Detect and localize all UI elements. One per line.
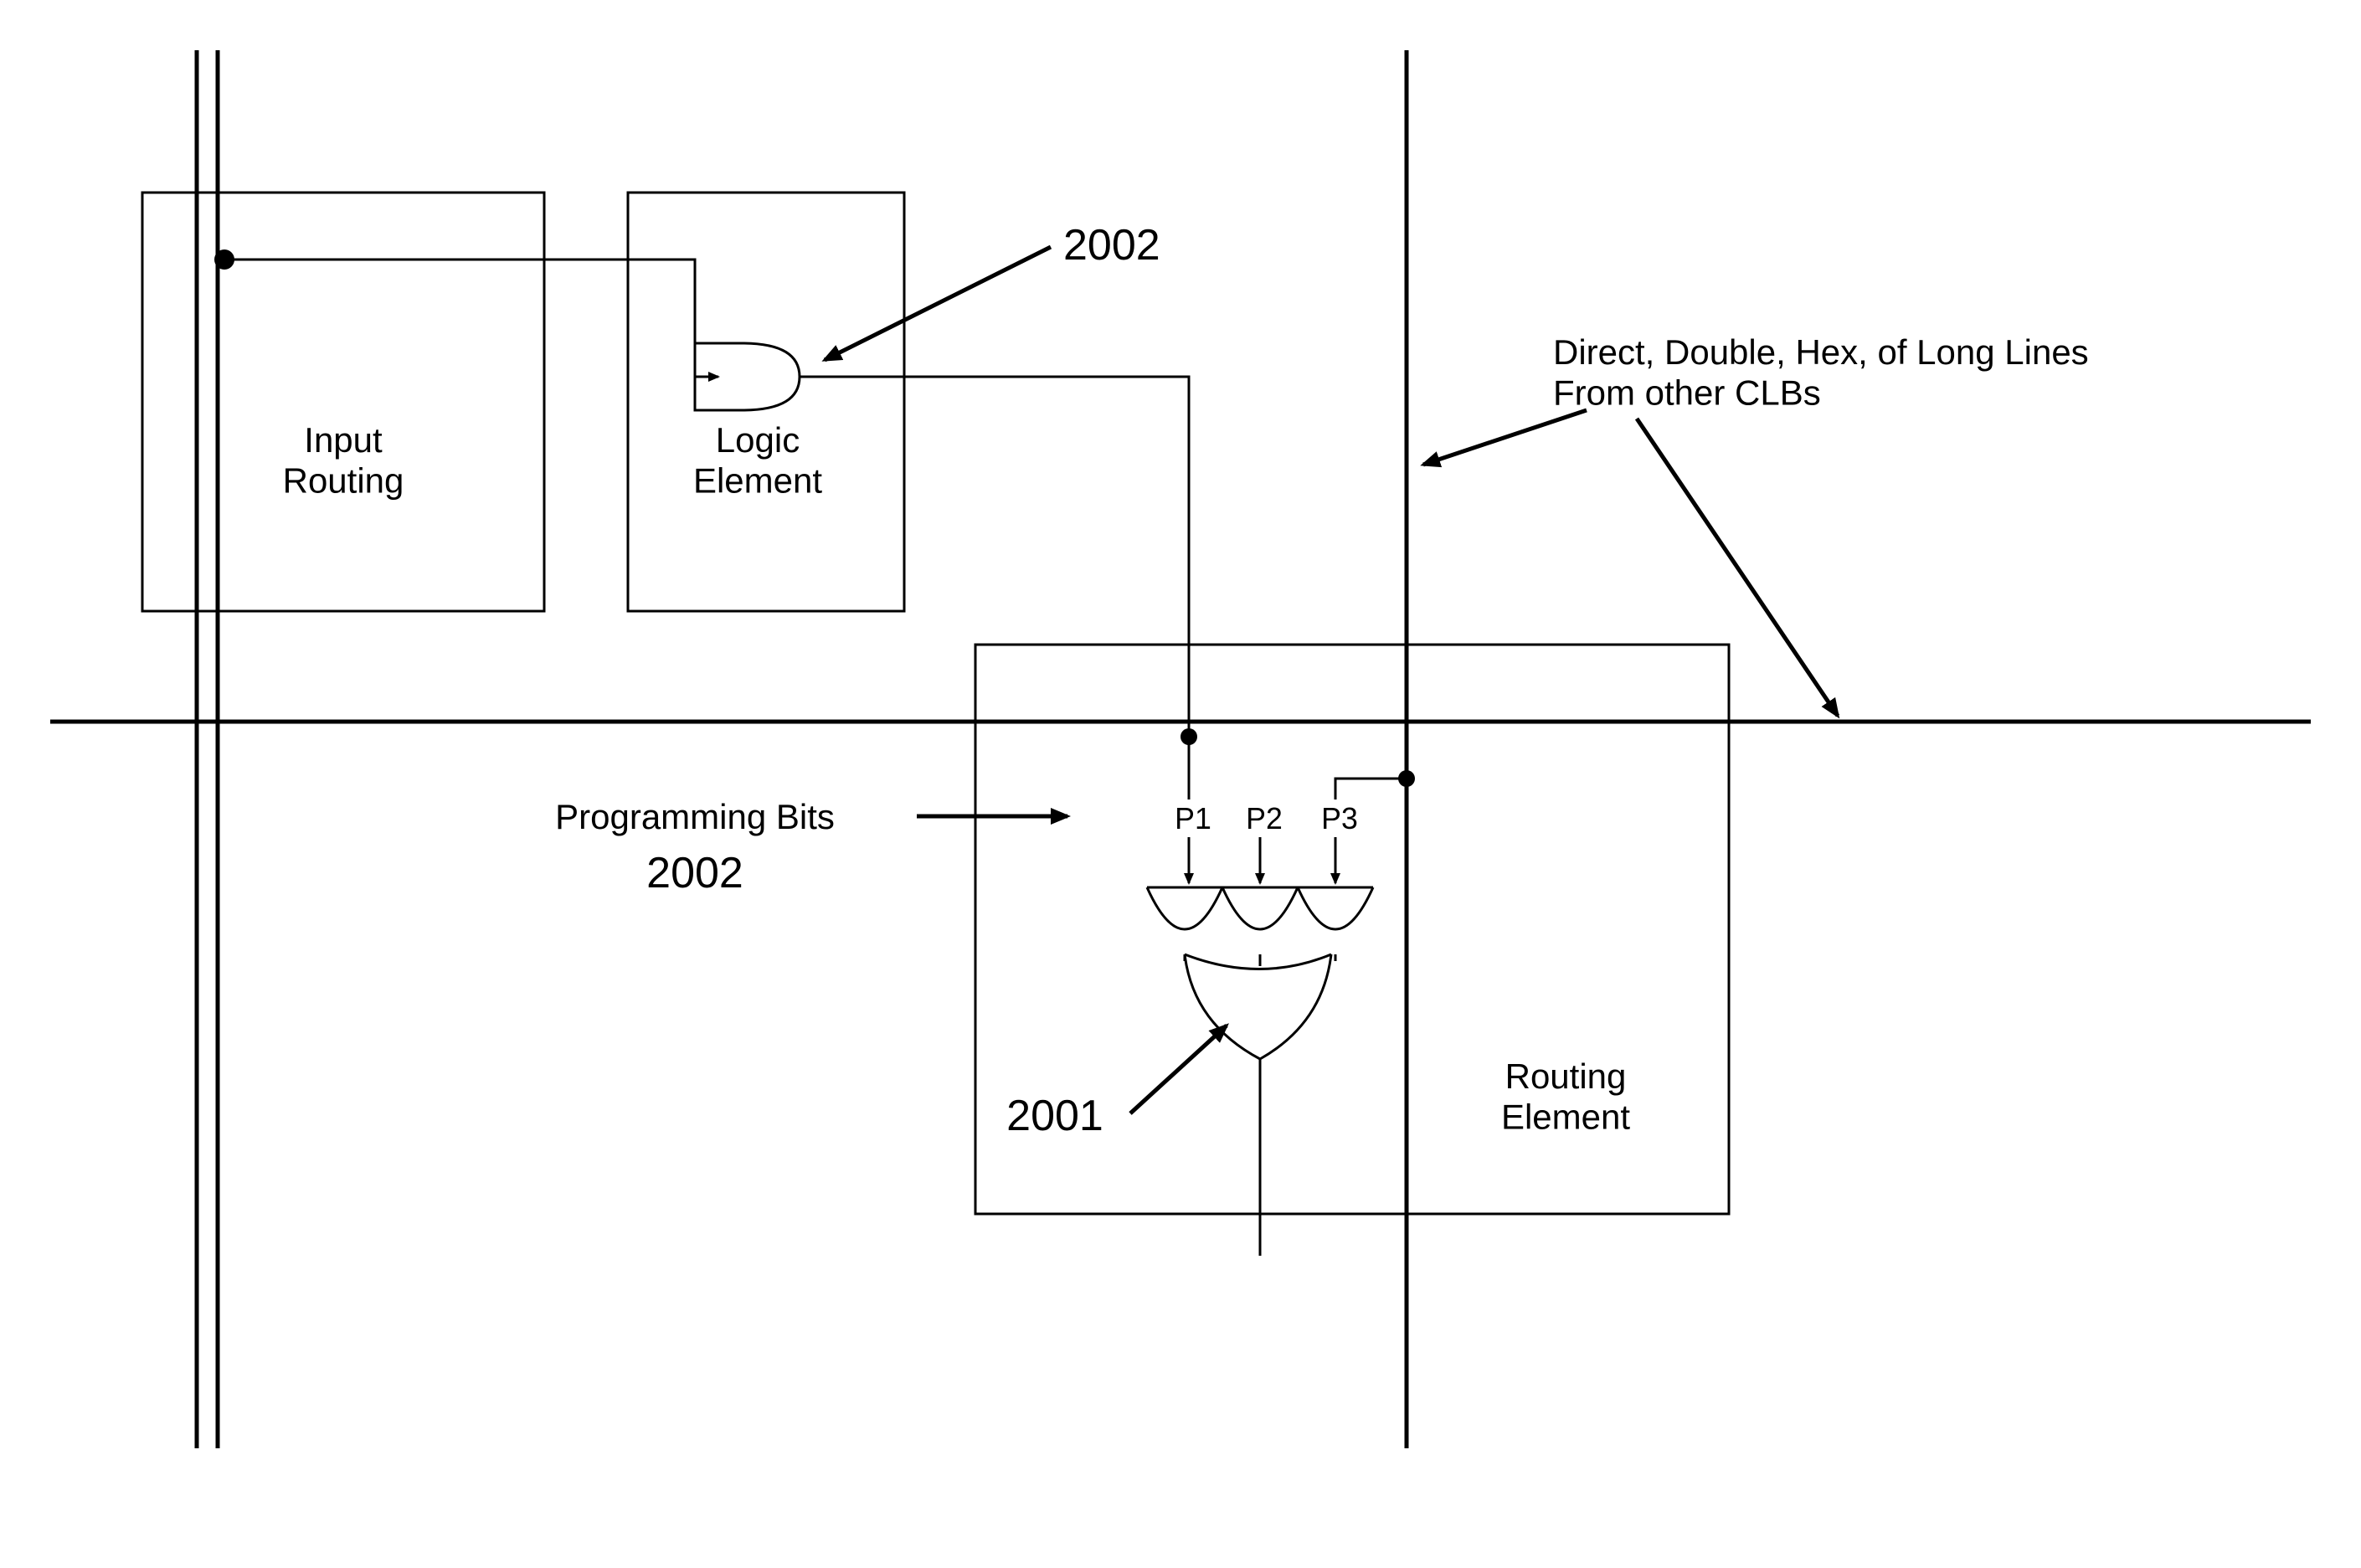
input-routing-box [142, 193, 544, 611]
wire-vline3-tap [1335, 779, 1407, 799]
arrow-2002-top [825, 247, 1051, 360]
routing-element-label-2: Element [1501, 1097, 1630, 1136]
p2-label: P2 [1246, 802, 1283, 835]
arrow-lines-right [1637, 419, 1838, 716]
p1-label: P1 [1175, 802, 1211, 835]
programming-bits-label: Programming Bits [555, 797, 835, 836]
lines-label-1: Direct, Double, Hex, of Long Lines [1553, 332, 2089, 372]
routing-element-label-1: Routing [1505, 1056, 1627, 1096]
wire-and-to-routing [800, 377, 1189, 799]
logic-element-label-2: Element [693, 460, 822, 500]
p3-label: P3 [1321, 802, 1358, 835]
wire-input-to-and [224, 260, 718, 377]
logic-element-label-1: Logic [716, 420, 800, 460]
input-routing-label-1: Input [304, 420, 383, 460]
gate-row-icon [1147, 887, 1373, 929]
logic-element-box [628, 193, 904, 611]
ref-2002-top: 2002 [1063, 221, 1160, 270]
input-routing-label-2: Routing [283, 460, 404, 500]
arrow-2001 [1130, 1026, 1227, 1113]
ref-2002-left: 2002 [646, 849, 743, 897]
node-dot-and-branch [1180, 728, 1197, 745]
lines-label-2: From other CLBs [1553, 373, 1821, 412]
arrow-lines-left [1423, 410, 1587, 465]
ref-2001: 2001 [1006, 1092, 1103, 1140]
